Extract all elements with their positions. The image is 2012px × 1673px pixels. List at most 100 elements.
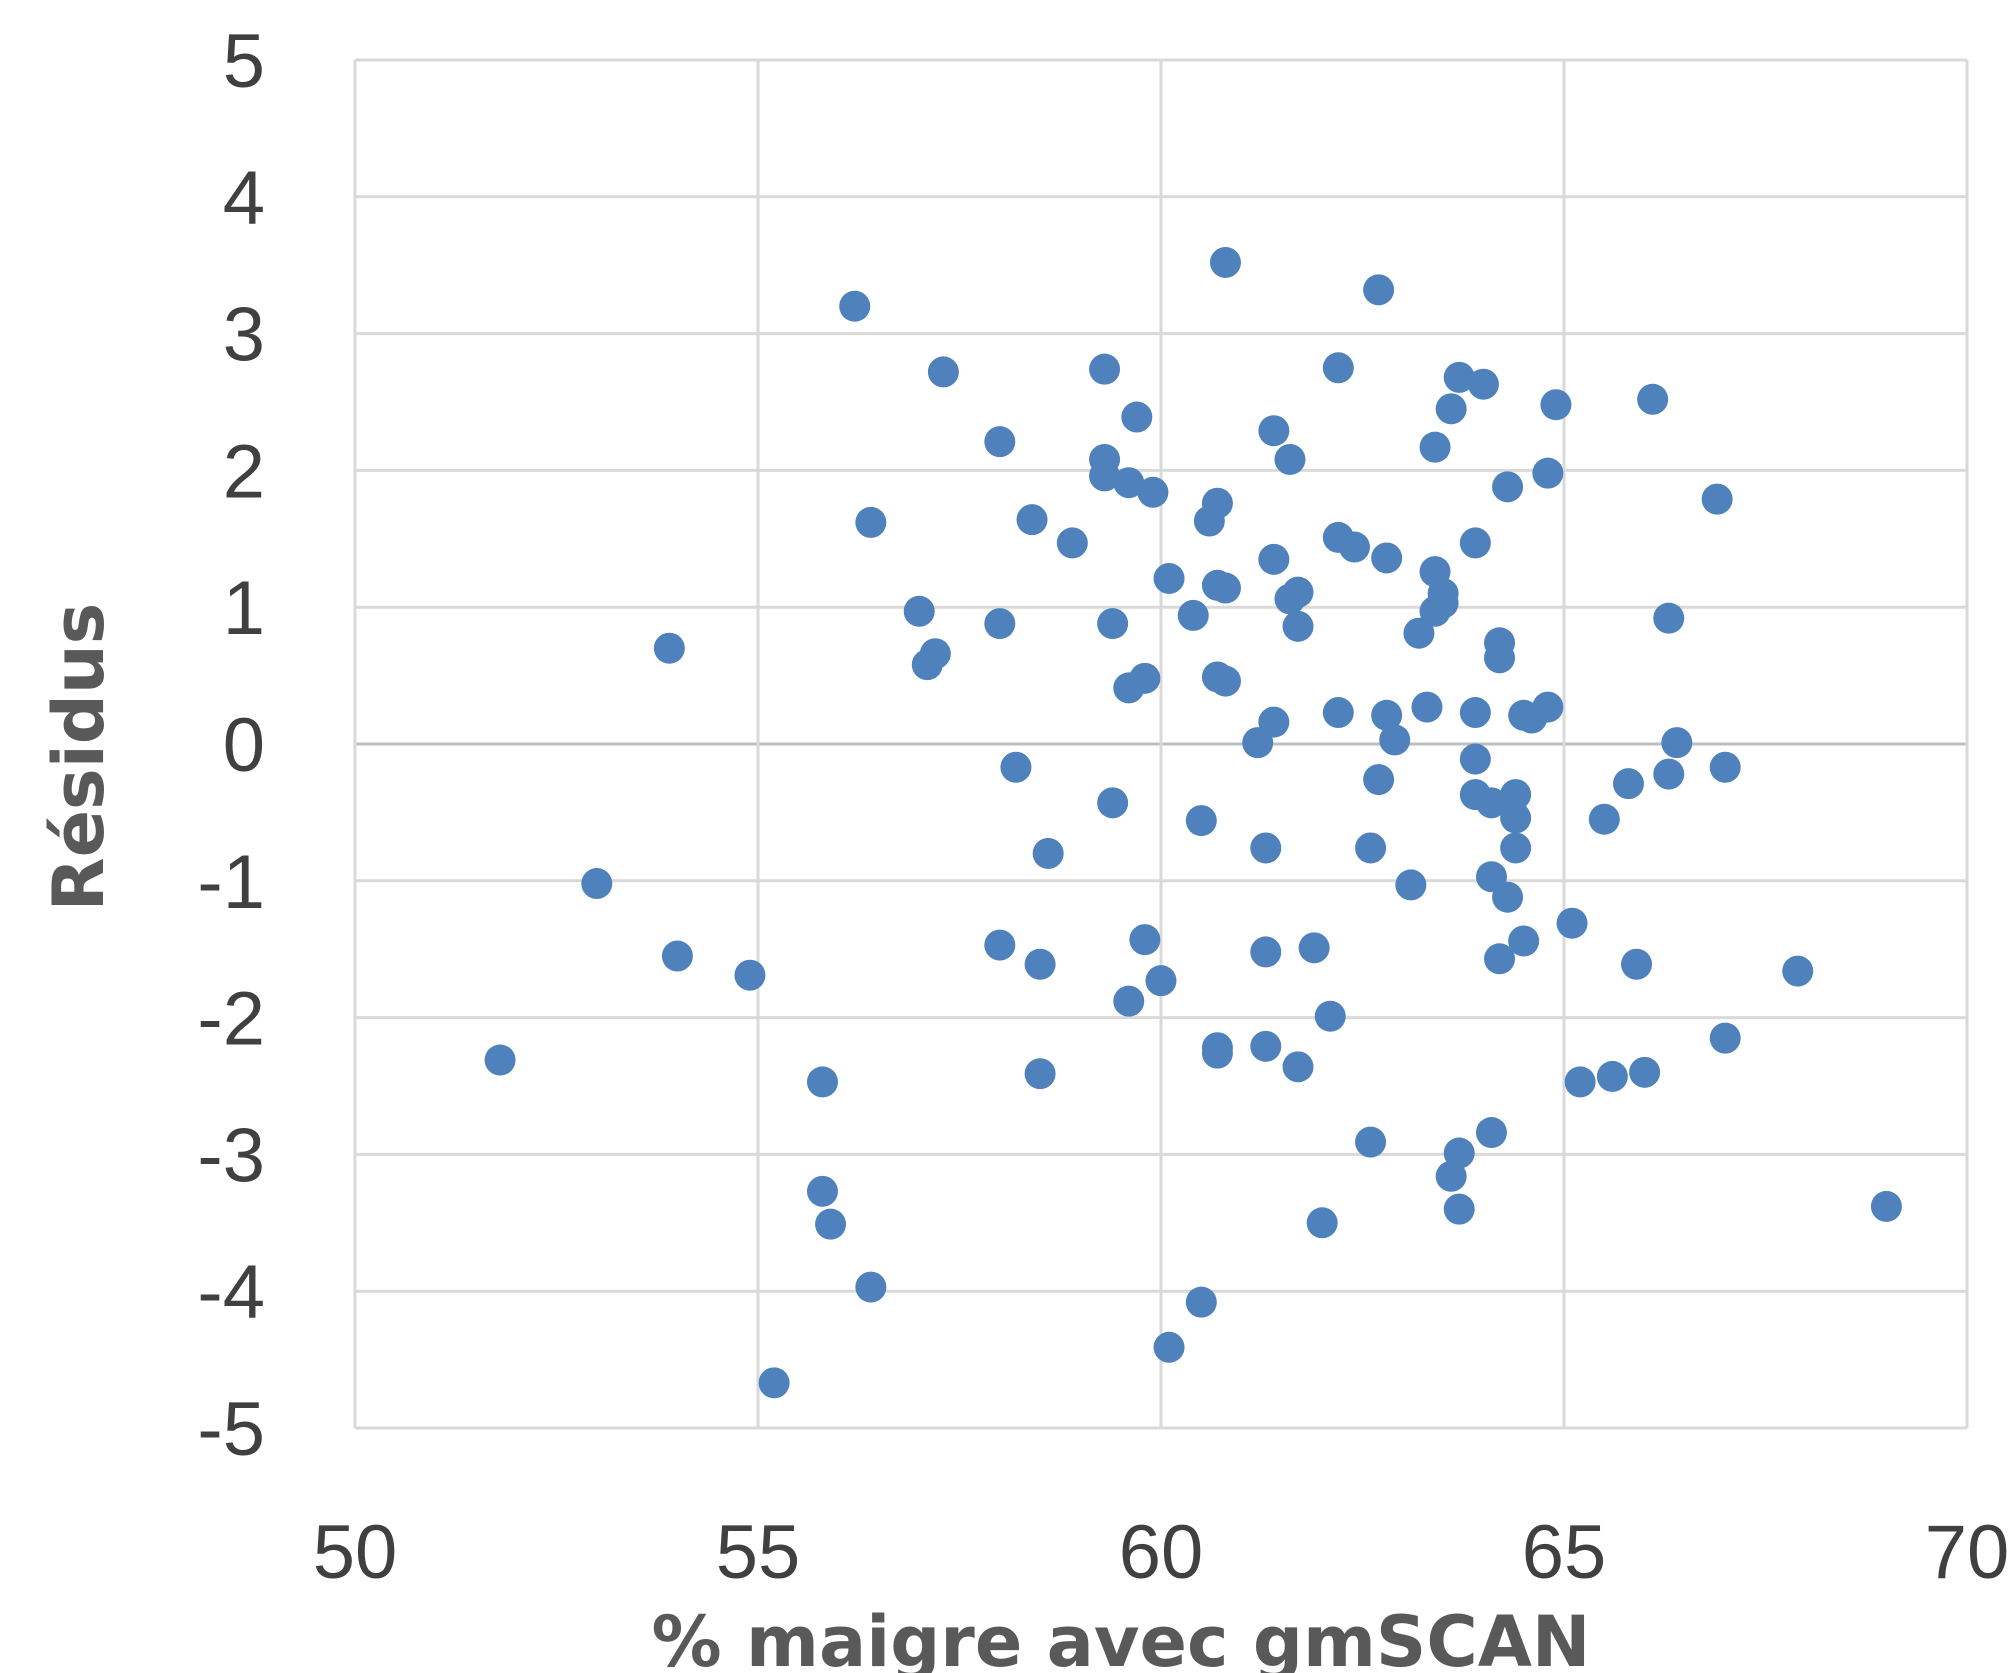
y-tick-label: -3 <box>197 1113 265 1198</box>
data-point <box>1629 1056 1661 1088</box>
data-point <box>1097 787 1129 819</box>
data-point <box>1258 706 1290 738</box>
data-point <box>1250 1030 1282 1062</box>
data-point <box>1782 955 1814 987</box>
data-point <box>1121 401 1153 433</box>
x-tick-label: 50 <box>313 1510 398 1595</box>
data-point <box>1709 751 1741 783</box>
data-point <box>1661 727 1693 759</box>
data-point <box>1258 415 1290 447</box>
data-point <box>919 638 951 670</box>
data-point <box>1564 1066 1596 1098</box>
y-tick-label: 3 <box>223 293 265 378</box>
data-point <box>855 1271 887 1303</box>
data-point <box>581 868 613 900</box>
data-point <box>984 929 1016 961</box>
data-point <box>1185 805 1217 837</box>
data-point <box>1282 576 1314 608</box>
data-point <box>1395 869 1427 901</box>
data-point <box>1492 881 1524 913</box>
data-point <box>484 1044 516 1076</box>
data-point <box>1209 665 1241 697</box>
data-point <box>1153 562 1185 594</box>
data-point <box>1379 724 1411 756</box>
data-point <box>1443 1137 1475 1169</box>
data-point <box>1137 476 1169 508</box>
data-point <box>1000 751 1032 783</box>
data-point <box>1209 246 1241 278</box>
y-tick-label: -4 <box>197 1250 265 1335</box>
data-point <box>1363 274 1395 306</box>
data-point <box>1532 457 1564 489</box>
data-point <box>1508 925 1540 957</box>
data-point <box>1209 572 1241 604</box>
data-point <box>1484 943 1516 975</box>
data-point <box>1314 1000 1346 1032</box>
data-point <box>1129 662 1161 694</box>
data-point <box>1258 543 1290 575</box>
data-points <box>484 246 1902 1399</box>
data-point <box>1250 832 1282 864</box>
x-tick-label: 65 <box>1522 1510 1607 1595</box>
x-axis-title: % maigre avec gmSCAN <box>652 1601 1591 1673</box>
data-point <box>1371 699 1403 731</box>
data-point <box>1870 1190 1902 1222</box>
data-point <box>1355 832 1387 864</box>
data-point <box>903 595 935 627</box>
data-point <box>1500 832 1532 864</box>
data-point <box>1153 1331 1185 1363</box>
data-point <box>1274 443 1306 475</box>
data-point <box>1129 924 1161 956</box>
data-point <box>1089 460 1121 492</box>
data-point <box>1701 483 1733 515</box>
data-point <box>1556 907 1588 939</box>
y-axis-title: Résidus <box>38 603 120 912</box>
data-point <box>927 356 959 388</box>
data-point <box>1637 383 1669 415</box>
data-point <box>1250 936 1282 968</box>
data-point <box>1475 787 1507 819</box>
x-tick-label: 55 <box>716 1510 801 1595</box>
data-point <box>1467 368 1499 400</box>
data-point <box>1338 531 1370 563</box>
data-point <box>1443 1193 1475 1225</box>
data-point <box>806 1175 838 1207</box>
data-point <box>734 959 766 991</box>
y-tick-label: 0 <box>223 703 265 788</box>
data-point <box>1459 743 1491 775</box>
data-point <box>855 506 887 538</box>
data-point <box>1201 487 1233 519</box>
data-point <box>1282 610 1314 642</box>
data-point <box>1355 1126 1387 1158</box>
data-point <box>1621 948 1653 980</box>
data-point <box>1177 599 1209 631</box>
data-point <box>661 940 693 972</box>
y-tick-label: -2 <box>197 977 265 1062</box>
data-point <box>1475 1117 1507 1149</box>
grid-layer <box>353 58 1969 1430</box>
y-tick-label: 2 <box>223 429 265 514</box>
data-point <box>1500 802 1532 834</box>
data-point <box>1459 697 1491 729</box>
x-tick-labels: 50 55 60 65 70 <box>313 1510 2010 1595</box>
data-point <box>1653 602 1685 634</box>
data-point <box>1201 1037 1233 1069</box>
data-point <box>1113 985 1145 1017</box>
y-tick-label: -1 <box>197 840 265 925</box>
data-point <box>806 1066 838 1098</box>
data-point <box>815 1208 847 1240</box>
data-point <box>1298 932 1330 964</box>
data-point <box>1089 353 1121 385</box>
data-point <box>1024 1058 1056 1090</box>
data-point <box>1282 1051 1314 1083</box>
data-point <box>1032 837 1064 869</box>
data-point <box>1540 389 1572 421</box>
data-point <box>1016 504 1048 536</box>
y-tick-label: 1 <box>223 566 265 651</box>
data-point <box>1596 1060 1628 1092</box>
data-point <box>839 290 871 322</box>
data-point <box>653 632 685 664</box>
data-point <box>1612 768 1644 800</box>
y-tick-label: 5 <box>223 19 265 104</box>
